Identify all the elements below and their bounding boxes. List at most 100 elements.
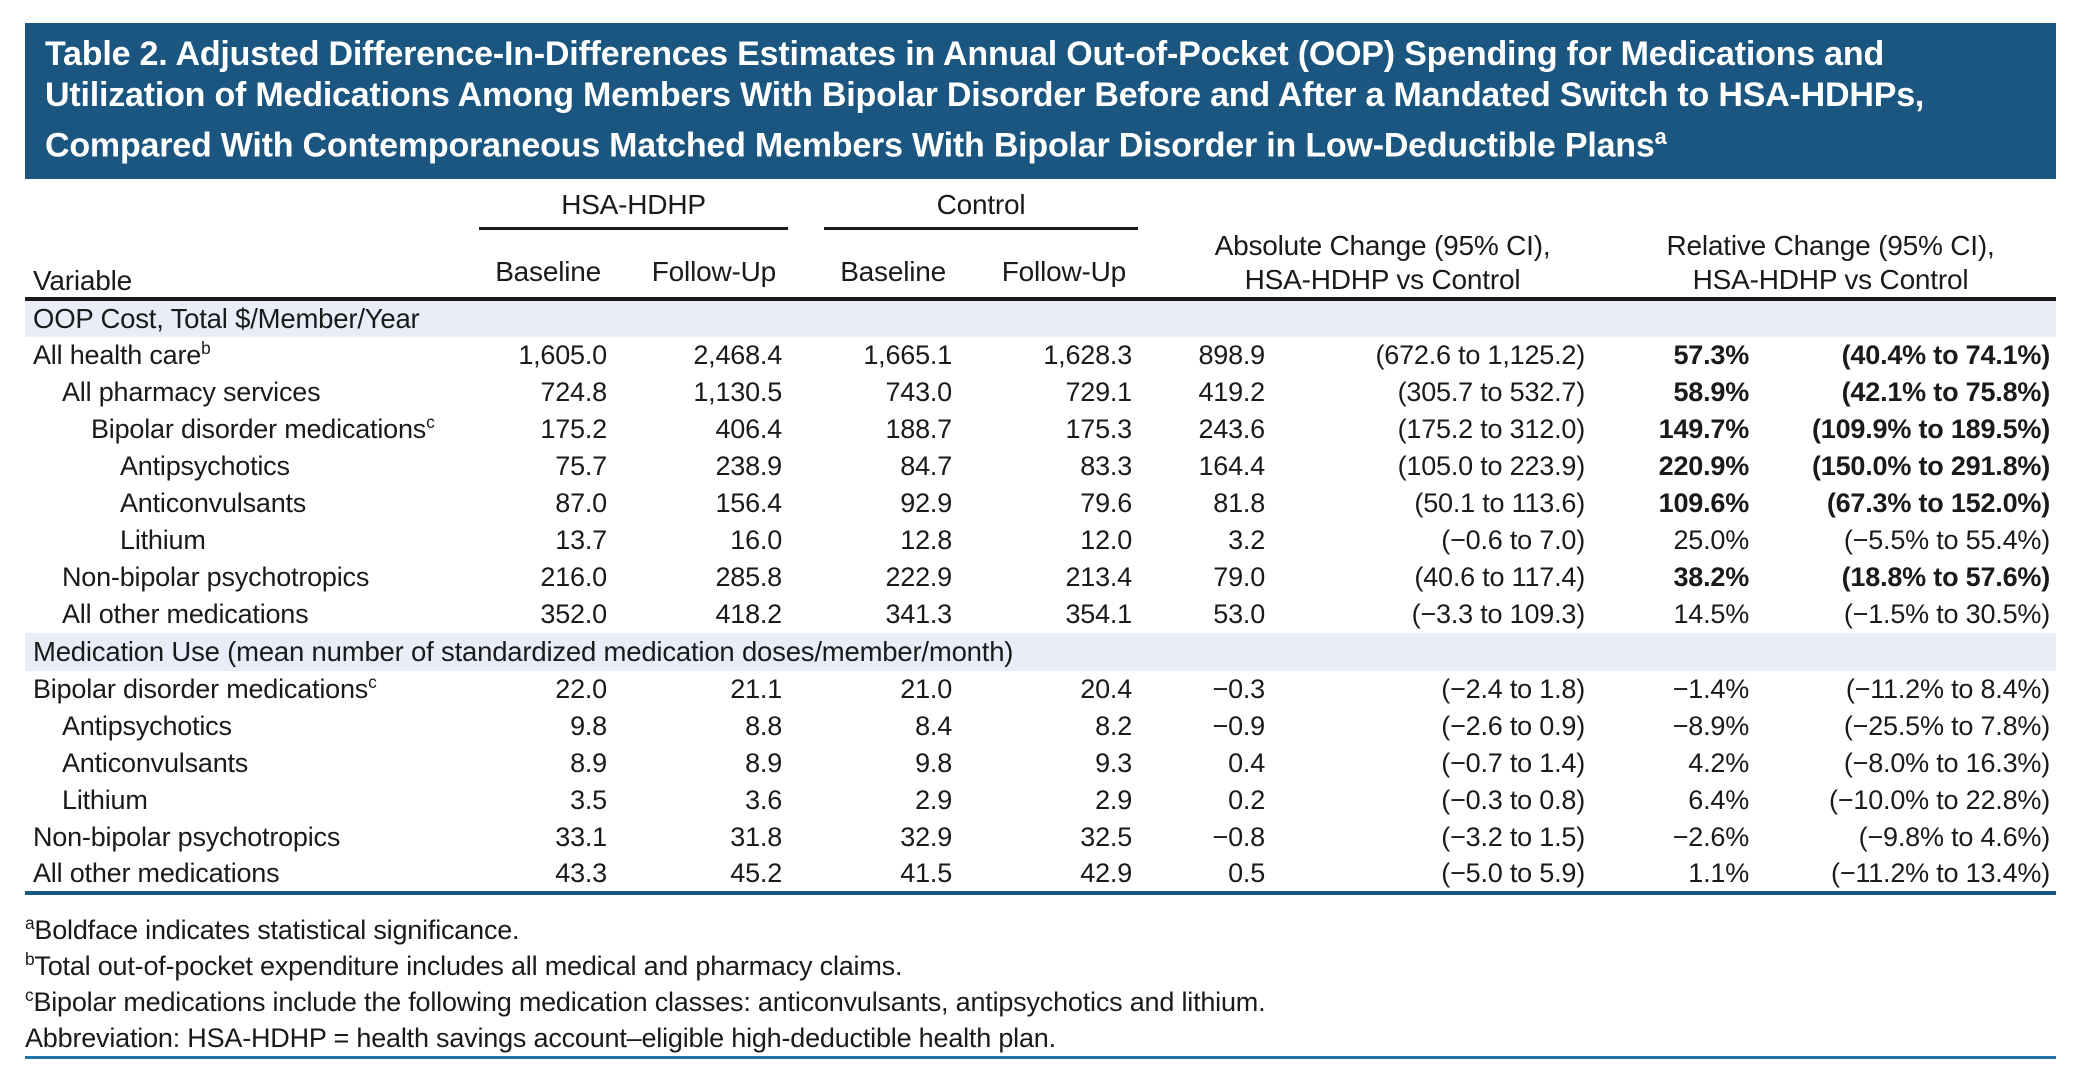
cell-relative-ci: (18.8% to 57.6%) (1841, 562, 2051, 592)
cell-relative-ci: (109.9% to 189.5%) (1812, 414, 2051, 444)
cell-absolute-change: 0.2 (1228, 785, 1266, 815)
bottom-rule (25, 1056, 2056, 1059)
section-label: OOP Cost, Total $/Member/Year (25, 299, 2057, 337)
section-header-row: Medication Use (mean number of standardi… (25, 633, 2057, 671)
cell-control-followup: 729.1 (1065, 377, 1133, 407)
column-header-hsa-baseline: Baseline (465, 230, 635, 301)
cell-absolute-change: 243.6 (1198, 414, 1266, 444)
cell-hsa-baseline: 724.8 (540, 377, 607, 407)
cell-hsa-followup: 285.8 (715, 562, 783, 592)
cell-hsa-baseline: 22.0 (555, 674, 607, 704)
cell-relative-ci: (−5.5% to 55.4%) (1843, 525, 2051, 555)
cell-control-baseline: 188.7 (885, 414, 953, 444)
cell-control-followup: 79.6 (1080, 488, 1133, 518)
cell-absolute-ci: (−3.3 to 109.3) (1411, 599, 1586, 629)
cell-hsa-followup: 1,130.5 (693, 377, 783, 407)
footnotes: aBoldface indicates statistical signific… (25, 912, 2056, 1056)
cell-hsa-baseline: 175.2 (540, 414, 607, 444)
cell-relative-ci: (−9.8% to 4.6%) (1858, 822, 2051, 852)
cell-absolute-ci: (672.6 to 1,125.2) (1375, 340, 1586, 370)
column-group-hsa-hdhp: HSA-HDHP (465, 178, 810, 230)
cell-control-followup: 32.5 (1080, 822, 1133, 852)
cell-hsa-baseline: 43.3 (555, 858, 607, 888)
cell-relative-change: 4.2% (1688, 748, 1750, 778)
cell-control-followup: 9.3 (1095, 748, 1133, 778)
column-header-relative-change: Relative Change (95% CI), HSA-HDHP vs Co… (1605, 178, 2057, 301)
cell-hsa-baseline: 75.7 (555, 451, 607, 481)
cell-absolute-change: −0.8 (1212, 822, 1266, 852)
cell-hsa-baseline: 33.1 (555, 822, 607, 852)
cell-hsa-followup: 8.9 (745, 748, 783, 778)
row-footnote-marker: c (368, 672, 377, 692)
cell-hsa-baseline: 3.5 (570, 785, 607, 815)
row-footnote-marker: c (426, 412, 435, 432)
table-row: All other medications 352.0 418.2 341.3 … (25, 596, 2056, 633)
row-label: All other medications (62, 599, 309, 629)
cell-absolute-ci: (−0.7 to 1.4) (1441, 748, 1586, 778)
footnote-marker: c (25, 985, 34, 1005)
row-label: Antipsychotics (120, 451, 290, 481)
row-footnote-marker: b (201, 338, 211, 358)
cell-relative-ci: (−1.5% to 30.5%) (1843, 599, 2051, 629)
table-row: All other medications 43.3 45.2 41.5 42.… (25, 856, 2056, 893)
table-row: Lithium 13.7 16.0 12.8 12.0 3.2 (−0.6 to… (25, 522, 2056, 559)
column-group-control: Control (810, 178, 1160, 230)
cell-control-baseline: 1,665.1 (863, 340, 953, 370)
cell-relative-change: 57.3% (1673, 340, 1750, 370)
cell-absolute-ci: (−5.0 to 5.9) (1441, 858, 1586, 888)
column-header-absolute-change: Absolute Change (95% CI), HSA-HDHP vs Co… (1160, 178, 1606, 301)
cell-control-baseline: 743.0 (885, 377, 953, 407)
table-title: Table 2. Adjusted Difference-In-Differen… (25, 23, 2056, 180)
table-row: Non-bipolar psychotropics 216.0 285.8 22… (25, 559, 2056, 596)
cell-control-baseline: 84.7 (900, 451, 953, 481)
cell-hsa-baseline: 1,605.0 (518, 340, 607, 370)
table-row: Anticonvulsants 8.9 8.9 9.8 9.3 0.4 (−0.… (25, 745, 2056, 782)
cell-hsa-baseline: 87.0 (555, 488, 607, 518)
cell-hsa-followup: 16.0 (730, 525, 783, 555)
cell-hsa-followup: 3.6 (745, 785, 783, 815)
cell-control-followup: 8.2 (1095, 711, 1133, 741)
cell-control-baseline: 21.0 (900, 674, 953, 704)
row-label: All pharmacy services (62, 377, 321, 407)
cell-relative-change: 1.1% (1688, 858, 1750, 888)
cell-hsa-baseline: 216.0 (540, 562, 607, 592)
cell-control-baseline: 41.5 (900, 858, 953, 888)
table-title-line1: Table 2. Adjusted Difference-In-Differen… (45, 35, 1885, 73)
cell-hsa-baseline: 13.7 (555, 525, 607, 555)
cell-relative-ci: (150.0% to 291.8%) (1812, 451, 2051, 481)
cell-relative-change: 58.9% (1673, 377, 1750, 407)
title-footnote-marker: a (1654, 124, 1667, 149)
cell-hsa-followup: 45.2 (730, 858, 783, 888)
cell-absolute-change: 164.4 (1198, 451, 1266, 481)
row-label: Bipolar disorder medicationsc (33, 672, 377, 704)
cell-control-followup: 1,628.3 (1043, 340, 1133, 370)
cell-absolute-change: 0.5 (1228, 858, 1266, 888)
cell-absolute-ci: (−2.6 to 0.9) (1441, 711, 1586, 741)
cell-control-followup: 175.3 (1065, 414, 1133, 444)
cell-control-followup: 354.1 (1065, 599, 1133, 629)
cell-relative-ci: (−25.5% to 7.8%) (1843, 711, 2051, 741)
table-body: OOP Cost, Total $/Member/Year All health… (25, 299, 2057, 893)
cell-hsa-followup: 156.4 (715, 488, 783, 518)
cell-hsa-followup: 406.4 (715, 414, 783, 444)
cell-absolute-change: −0.3 (1212, 674, 1266, 704)
cell-hsa-followup: 21.1 (730, 674, 783, 704)
cell-absolute-ci: (−2.4 to 1.8) (1441, 674, 1586, 704)
table-row: Non-bipolar psychotropics 33.1 31.8 32.9… (25, 819, 2056, 856)
cell-absolute-change: 79.0 (1213, 562, 1266, 592)
cell-absolute-change: 419.2 (1198, 377, 1266, 407)
cell-control-baseline: 12.8 (900, 525, 953, 555)
cell-relative-change: 109.6% (1658, 488, 1750, 518)
row-label: Anticonvulsants (62, 748, 249, 778)
cell-relative-ci: (−10.0% to 22.8%) (1829, 785, 2051, 815)
cell-relative-change: 6.4% (1688, 785, 1750, 815)
row-label: Non-bipolar psychotropics (62, 562, 370, 592)
cell-control-followup: 42.9 (1080, 858, 1133, 888)
cell-hsa-followup: 8.8 (745, 711, 783, 741)
cell-relative-ci: (−11.2% to 13.4%) (1831, 858, 2051, 888)
row-label: Antipsychotics (62, 711, 232, 741)
section-label: Medication Use (mean number of standardi… (25, 633, 2057, 671)
table-header: Variable HSA-HDHP Control Absolute Chang… (25, 178, 2057, 301)
cell-absolute-ci: (−0.6 to 7.0) (1441, 525, 1586, 555)
cell-relative-change: 149.7% (1658, 414, 1750, 444)
